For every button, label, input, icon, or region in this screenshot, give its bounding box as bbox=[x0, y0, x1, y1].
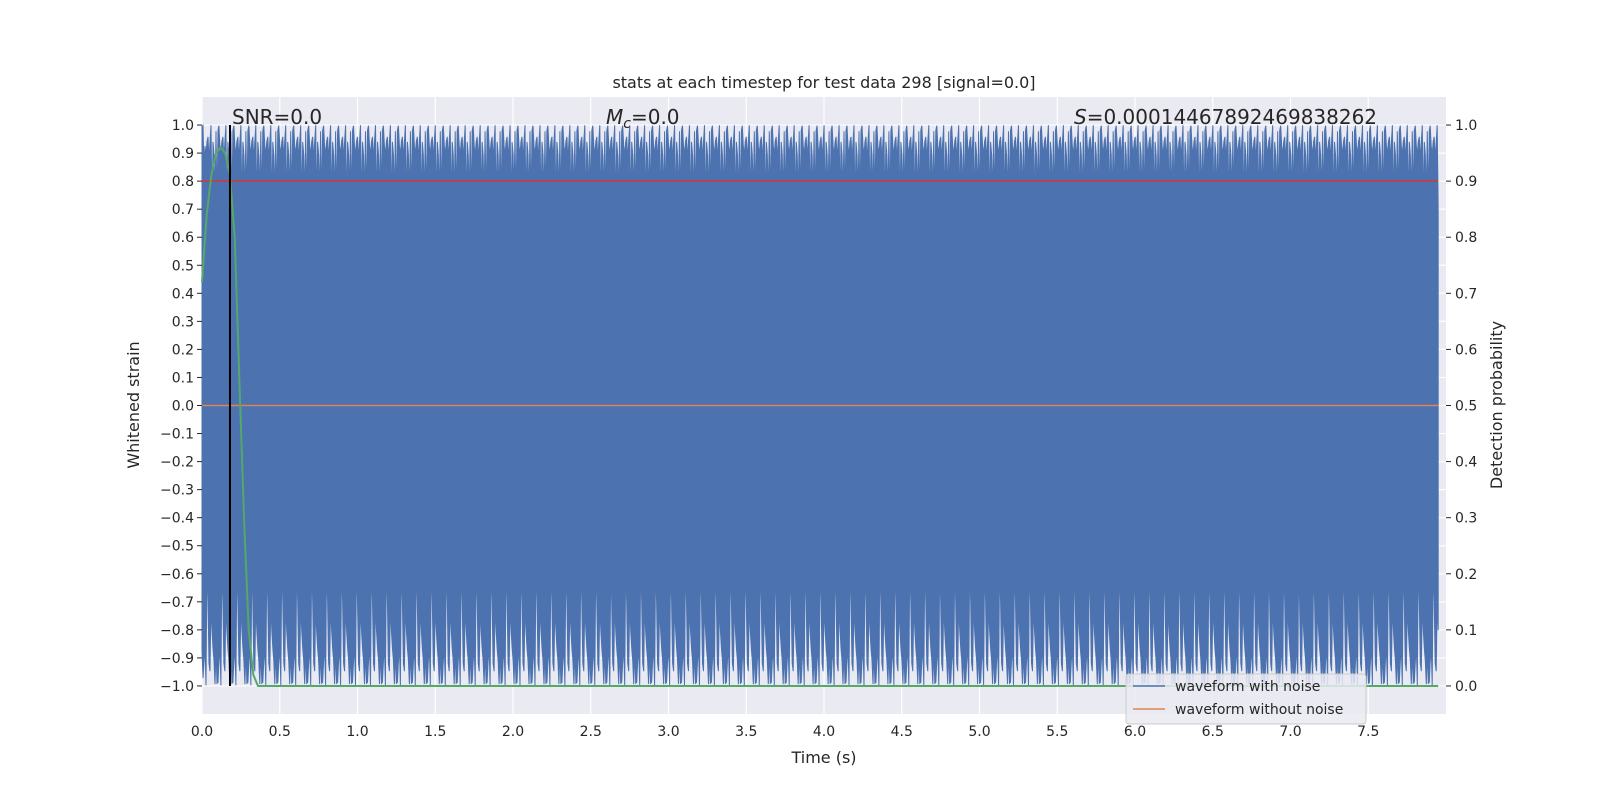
y-right-tick-label: 0.9 bbox=[1455, 174, 1477, 190]
y-right-tick-label: 0.5 bbox=[1455, 399, 1477, 415]
x-tick-label: 6.5 bbox=[1202, 724, 1224, 740]
y-tick-label: −0.4 bbox=[160, 511, 194, 527]
x-tick-label: 1.0 bbox=[346, 724, 368, 740]
legend: waveform with noise waveform without noi… bbox=[1125, 673, 1367, 725]
y-right-tick-label: 0.4 bbox=[1455, 455, 1477, 471]
y-tick-label: −1.0 bbox=[160, 679, 194, 695]
y-tick-label: −0.3 bbox=[160, 483, 194, 499]
mc-value: =0.0 bbox=[631, 105, 680, 129]
y-right-tick-label: 0.8 bbox=[1455, 230, 1477, 246]
x-tick-label: 6.0 bbox=[1124, 724, 1146, 740]
y-right-tick-label: 0.2 bbox=[1455, 567, 1477, 583]
x-tick-label: 5.0 bbox=[968, 724, 990, 740]
y-tick-label: 0.8 bbox=[172, 174, 194, 190]
series-overlays bbox=[201, 125, 1439, 687]
x-tick-label: 3.5 bbox=[735, 724, 757, 740]
x-tick-label: 2.0 bbox=[502, 724, 524, 740]
x-tick-label: 7.5 bbox=[1357, 724, 1379, 740]
x-tick-label: 1.5 bbox=[424, 724, 446, 740]
x-tick-label: 3.0 bbox=[657, 724, 679, 740]
y-tick-label: 0.1 bbox=[172, 370, 194, 386]
legend-label-noise: waveform with noise bbox=[1175, 679, 1320, 695]
y-tick-label: −0.5 bbox=[160, 539, 194, 555]
y-right-tick-label: 1.0 bbox=[1455, 118, 1477, 134]
y-tick-label: 1.0 bbox=[172, 118, 194, 134]
axes: 0.0 0.5 1.0 1.5 2.0 2.5 3.0 3.5 4.0 4.5 5.0 5.5 6.0 6… bbox=[160, 118, 1477, 740]
x-tick-label: 4.0 bbox=[813, 724, 835, 740]
mc-subscript: c bbox=[623, 116, 631, 132]
x-tick-label: 0.5 bbox=[269, 724, 291, 740]
y-right-tick-label: 0.3 bbox=[1455, 511, 1477, 527]
y-tick-label: 0.2 bbox=[172, 342, 194, 358]
x-tick-label: 7.0 bbox=[1279, 724, 1301, 740]
y-tick-label: −0.7 bbox=[160, 595, 194, 611]
y-tick-label: 0.9 bbox=[172, 146, 194, 162]
y-tick-label: 0.0 bbox=[172, 399, 194, 415]
y-axis-label: Whitened strain bbox=[124, 341, 143, 468]
x-tick-label: 0.0 bbox=[191, 724, 213, 740]
snr-annotation: SNR=0.0 bbox=[232, 105, 322, 129]
y-tick-label: 0.7 bbox=[172, 202, 194, 218]
legend-box bbox=[1125, 673, 1367, 725]
y-right-tick-label: 0.6 bbox=[1455, 342, 1477, 358]
s-value: =0.00014467892469838262 bbox=[1087, 105, 1377, 129]
detection-probability-line bbox=[201, 145, 1439, 687]
y-right-tick-label: 0.0 bbox=[1455, 679, 1477, 695]
legend-label-clean: waveform without noise bbox=[1175, 702, 1343, 718]
x-tick-label: 4.5 bbox=[891, 724, 913, 740]
y-axis-label-right: Detection probability bbox=[1487, 321, 1506, 489]
y-right-tick-label: 0.1 bbox=[1455, 623, 1477, 639]
y-tick-label: −0.9 bbox=[160, 651, 194, 667]
y-tick-label: 0.4 bbox=[172, 286, 194, 302]
y-tick-label: −0.6 bbox=[160, 567, 194, 583]
x-axis-label: Time (s) bbox=[790, 748, 856, 767]
y-tick-label: −0.8 bbox=[160, 623, 194, 639]
s-annotation: S=0.00014467892469838262 bbox=[1074, 105, 1377, 129]
x-tick-label: 2.5 bbox=[580, 724, 602, 740]
mc-symbol: M bbox=[606, 105, 623, 129]
s-symbol: S bbox=[1074, 105, 1087, 129]
y-tick-label: −0.2 bbox=[160, 455, 194, 471]
chart-title: stats at each timestep for test data 298… bbox=[612, 73, 1035, 92]
mc-annotation: Mc=0.0 bbox=[606, 105, 680, 132]
y-tick-label: 0.5 bbox=[172, 258, 194, 274]
y-tick-label: −0.1 bbox=[160, 427, 194, 443]
y-tick-label: 0.6 bbox=[172, 230, 194, 246]
y-right-tick-label: 0.7 bbox=[1455, 286, 1477, 302]
x-tick-label: 5.5 bbox=[1046, 724, 1068, 740]
y-tick-label: 0.3 bbox=[172, 314, 194, 330]
